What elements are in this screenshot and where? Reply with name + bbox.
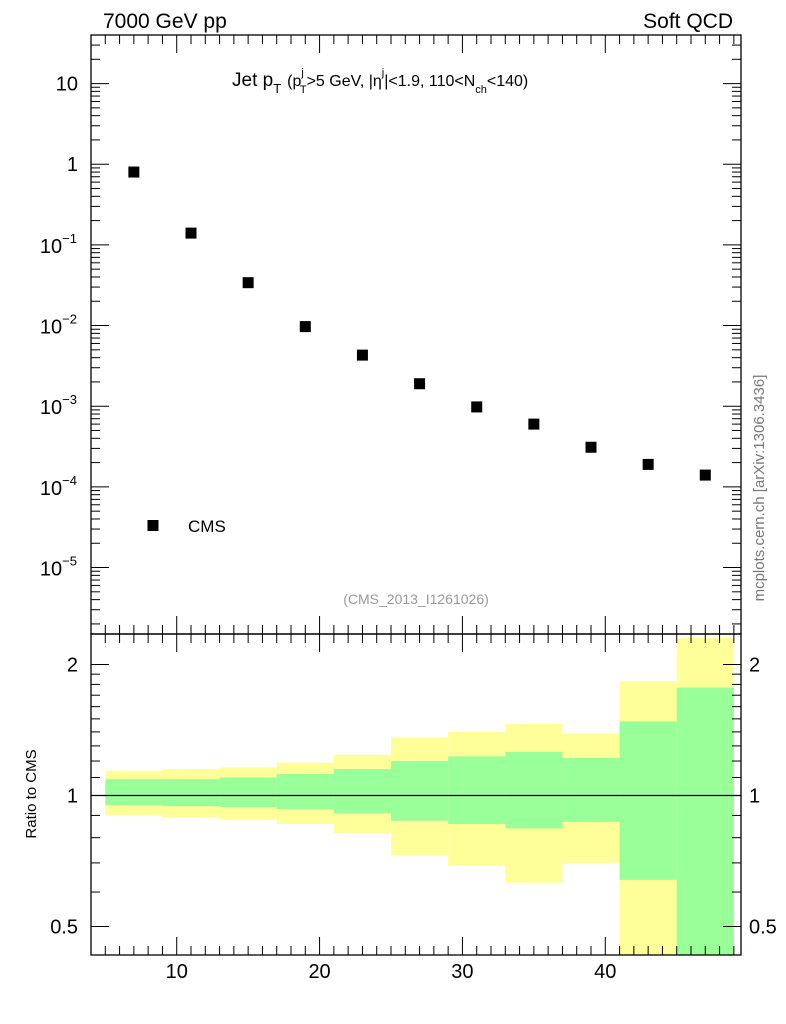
ratio-y-tick-label-right: 2	[749, 654, 760, 676]
ratio-y-axis: 2 2 1 1 0.5 0.5	[50, 654, 777, 938]
ratio-band-inner	[333, 769, 391, 814]
ratio-y-tick-label-right: 0.5	[749, 916, 777, 938]
ratio-bands	[105, 638, 734, 955]
main-y-tick-label: 10−3	[40, 392, 77, 419]
ratio-y-tick-label-left: 1	[67, 785, 78, 807]
title-open: (p	[287, 73, 301, 90]
ratio-band-inner	[562, 757, 620, 822]
ratio-frame	[90, 633, 742, 956]
category-label: Soft QCD	[643, 10, 733, 33]
ratio-band-inner	[105, 779, 163, 806]
main-y-tick-label: 10−5	[40, 554, 77, 581]
title-nch-sub: ch	[475, 84, 487, 96]
ratio-x-tick-label: 20	[308, 961, 330, 983]
analysis-tag: (CMS_2013_I1261026)	[343, 591, 489, 607]
cms-point	[699, 469, 711, 481]
main-y-tick-base: 10	[40, 317, 62, 339]
legend-label-cms: CMS	[188, 517, 226, 536]
main-y-tick-label: 1	[67, 154, 78, 176]
title-pt-sup: j	[300, 67, 303, 79]
ratio-band-inner	[162, 779, 220, 807]
cms-point	[528, 418, 540, 430]
ratio-x-tick-label: 30	[451, 961, 473, 983]
main-y-tick-label: 10−4	[40, 473, 77, 500]
main-y-tick-base: 10	[40, 236, 62, 258]
side-label: mcplots.cern.ch [arXiv:1306.3436]	[751, 375, 768, 602]
main-frame	[90, 34, 742, 635]
energy-label: 7000 GeV pp	[103, 10, 227, 33]
ratio-y-label: Ratio to CMS	[23, 749, 40, 838]
main-y-tick-base: 10	[40, 478, 62, 500]
cms-point	[585, 441, 597, 453]
main-y-tick-exp: −1	[62, 231, 77, 246]
ratio-x-tick-label: 10	[166, 961, 188, 983]
main-y-tick-exp: −2	[62, 312, 77, 327]
ratio-band-inner	[448, 756, 506, 824]
main-x-axis	[104, 35, 735, 634]
ratio-y-tick-label-left: 2	[67, 654, 78, 676]
title-cut3: <140)	[487, 73, 528, 90]
ratio-band-inner	[676, 687, 734, 955]
cms-point	[356, 349, 368, 361]
ratio-x-axis: 10 20 30 40	[104, 634, 735, 983]
cms-point	[642, 458, 654, 470]
ratio-y-tick-label-left: 0.5	[50, 916, 78, 938]
title-main-sub: T	[273, 81, 281, 96]
main-y-tick-exp: −5	[62, 554, 77, 569]
cms-series	[128, 166, 711, 481]
title-cut2: |<1.9, 110<N	[384, 73, 475, 90]
main-y-tick-label: 10−1	[40, 231, 77, 258]
title-main: Jet p	[232, 70, 273, 91]
cms-point	[471, 401, 483, 413]
cms-point	[242, 277, 254, 289]
main-y-tick-label: 10	[56, 74, 78, 96]
cms-point	[414, 378, 426, 390]
ratio-y-tick-label-right: 1	[749, 785, 760, 807]
main-y-tick-base: 10	[40, 397, 62, 419]
cms-point	[185, 227, 197, 239]
ratio-band-inner	[619, 721, 677, 880]
cms-point	[299, 321, 311, 333]
title-cut1: >5 GeV, |η	[307, 73, 382, 90]
cms-point	[128, 166, 140, 178]
ratio-band-inner	[276, 774, 334, 810]
main-y-tick-exp: −3	[62, 392, 77, 407]
plot-title: Jet pT (pj T>5 GeV, |ηj|<1.9, 110<Nch<140)	[232, 67, 528, 96]
ratio-band-inner	[505, 751, 563, 829]
main-y-tick-base: 10	[40, 559, 62, 581]
ratio-band-inner	[219, 777, 277, 808]
ratio-x-tick-label: 40	[594, 961, 616, 983]
legend-marker	[147, 520, 159, 531]
ratio-panel: 2 2 1 1 0.5 0.5 10 20 30 40 Ratio to CMS	[23, 633, 777, 983]
main-y-tick-label: 10−2	[40, 312, 77, 339]
title-pt-sub: T	[300, 84, 307, 96]
title-eta-sup: j	[381, 67, 384, 79]
main-y-tick-exp: −4	[62, 473, 77, 488]
ratio-band-inner	[391, 761, 449, 821]
